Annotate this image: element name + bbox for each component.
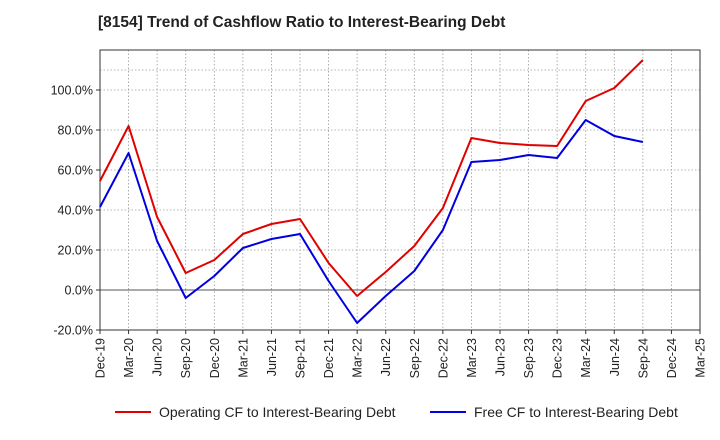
x-tick-label: Mar-22	[351, 338, 365, 378]
y-tick-label: 40.0%	[58, 204, 93, 218]
x-tick-label: Sep-22	[408, 338, 422, 378]
x-tick-label: Mar-20	[122, 338, 136, 378]
chart-title: [8154] Trend of Cashflow Ratio to Intere…	[98, 14, 506, 31]
y-tick-label: 80.0%	[58, 124, 93, 138]
x-tick-label: Sep-20	[179, 338, 193, 378]
x-tick-label: Dec-24	[665, 338, 679, 378]
x-tick-label: Dec-22	[436, 338, 450, 378]
y-tick-label: 60.0%	[58, 164, 93, 178]
legend: Operating CF to Interest-Bearing Debt Fr…	[0, 404, 720, 426]
y-tick-label: 100.0%	[51, 84, 93, 98]
x-tick-label: Jun-21	[265, 338, 279, 376]
x-tick-label: Dec-20	[208, 338, 222, 378]
x-tick-label: Mar-25	[694, 338, 708, 378]
y-tick-label: 0.0%	[65, 284, 94, 298]
legend-label-operating-cf: Operating CF to Interest-Bearing Debt	[159, 404, 396, 420]
x-tick-label: Dec-19	[94, 338, 108, 378]
legend-swatch-free-cf	[430, 411, 466, 413]
x-tick-label: Dec-21	[322, 338, 336, 378]
x-tick-label: Sep-21	[294, 338, 308, 378]
legend-swatch-operating-cf	[115, 411, 151, 413]
x-tick-label: Jun-20	[151, 338, 165, 376]
x-tick-label: Jun-23	[494, 338, 508, 376]
y-tick-label: -20.0%	[53, 324, 93, 338]
plot-frame	[99, 49, 701, 331]
series-line-operating-cf	[99, 59, 644, 297]
x-tick-label: Jun-24	[608, 338, 622, 376]
legend-item-operating-cf: Operating CF to Interest-Bearing Debt	[115, 404, 396, 420]
x-tick-label: Jun-22	[379, 338, 393, 376]
x-tick-label: Mar-23	[465, 338, 479, 378]
x-tick-label: Dec-23	[551, 338, 565, 378]
x-tick-label: Mar-21	[236, 338, 250, 378]
y-tick-label: 20.0%	[58, 244, 93, 258]
x-tick-label: Sep-23	[522, 338, 536, 378]
legend-label-free-cf: Free CF to Interest-Bearing Debt	[474, 404, 678, 420]
legend-item-free-cf: Free CF to Interest-Bearing Debt	[430, 404, 678, 420]
series-line-free-cf	[99, 119, 644, 324]
x-tick-label: Sep-24	[636, 338, 650, 378]
x-tick-label: Mar-24	[579, 338, 593, 378]
